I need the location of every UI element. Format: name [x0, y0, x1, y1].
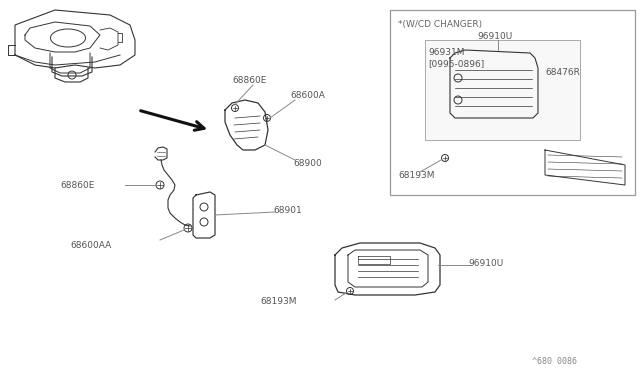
Text: 68600AA: 68600AA [70, 241, 111, 250]
Text: 96931M: 96931M [428, 48, 465, 57]
Text: *(W/CD CHANGER): *(W/CD CHANGER) [398, 19, 482, 29]
Text: ^680 0086: ^680 0086 [532, 357, 577, 366]
Bar [390, 10, 635, 195]
Text: 96910U: 96910U [477, 32, 513, 41]
Text: 68476R: 68476R [545, 67, 580, 77]
Text: 68193M: 68193M [260, 298, 296, 307]
Text: [0995-0896]: [0995-0896] [428, 60, 484, 68]
Bar [425, 40, 580, 140]
Text: 68900: 68900 [293, 158, 322, 167]
Text: 68901: 68901 [273, 205, 301, 215]
Text: 68193M: 68193M [398, 170, 435, 180]
Text: 96910U: 96910U [468, 259, 503, 267]
Text: 68860E: 68860E [60, 180, 94, 189]
Text: 68860E: 68860E [232, 76, 266, 84]
Text: 68600A: 68600A [290, 90, 325, 99]
